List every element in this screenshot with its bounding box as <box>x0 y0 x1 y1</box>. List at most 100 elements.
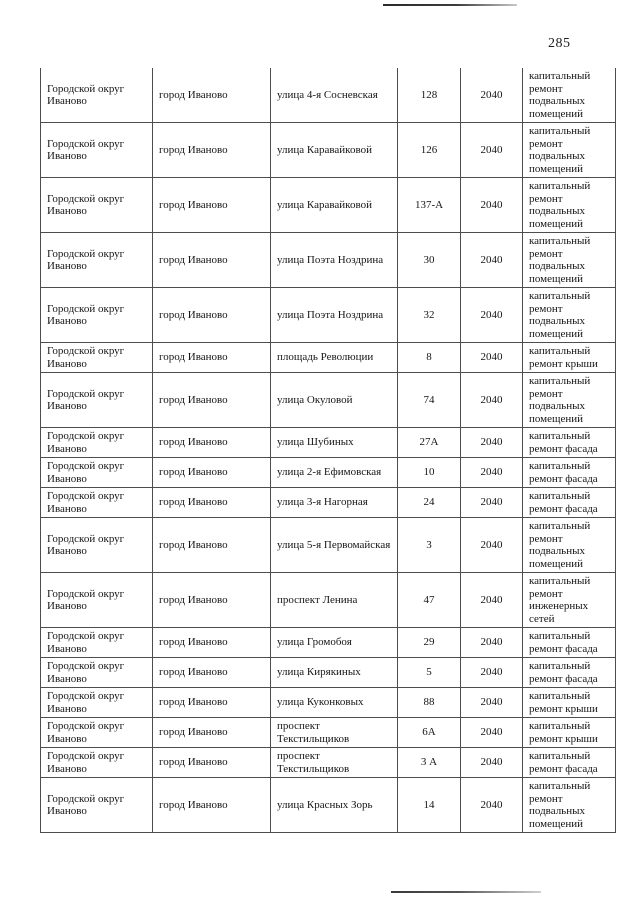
district-cell: Городской округ Иваново <box>40 372 153 428</box>
table-row: Городской округ Иваново город Иваново улиц… <box>40 427 616 458</box>
street-cell: улица Шубиных <box>270 427 398 458</box>
year-cell: 2040 <box>460 572 523 628</box>
district-cell: Городской округ Иваново <box>40 487 153 518</box>
house-cell: 88 <box>397 687 461 718</box>
table-row: Городской округ Иваново город Иваново улиц… <box>40 287 616 343</box>
year-cell: 2040 <box>460 487 523 518</box>
street-cell: улица Громобоя <box>270 627 398 658</box>
city-cell: город Иваново <box>152 342 271 373</box>
table-row: Городской округ Иваново город Иваново площ… <box>40 342 616 373</box>
street-cell: улица Поэта Ноздрина <box>270 287 398 343</box>
city-cell: город Иваново <box>152 372 271 428</box>
district-cell: Городской округ Иваново <box>40 232 153 288</box>
table-row: Городской округ Иваново город Иваново улиц… <box>40 687 616 718</box>
work-cell: капитальный ремонт подвальных помещений <box>522 177 616 233</box>
district-cell: Городской округ Иваново <box>40 627 153 658</box>
year-cell: 2040 <box>460 777 523 833</box>
house-cell: 3 <box>397 517 461 573</box>
work-cell: капитальный ремонт инженерных сетей <box>522 572 616 628</box>
scan-artifact-line-bottom <box>391 891 541 893</box>
city-cell: город Иваново <box>152 627 271 658</box>
table-row: Городской округ Иваново город Иваново улиц… <box>40 657 616 688</box>
city-cell: город Иваново <box>152 287 271 343</box>
repairs-table-body: Городской округ Иваново город Иваново улиц… <box>40 68 616 833</box>
table-row: Городской округ Иваново город Иваново улиц… <box>40 517 616 573</box>
house-cell: 32 <box>397 287 461 343</box>
street-cell: площадь Революции <box>270 342 398 373</box>
city-cell: город Иваново <box>152 487 271 518</box>
year-cell: 2040 <box>460 747 523 778</box>
district-cell: Городской округ Иваново <box>40 68 153 123</box>
repairs-table: Городской округ Иваново город Иваново улиц… <box>40 68 616 833</box>
work-cell: капитальный ремонт фасада <box>522 427 616 458</box>
street-cell: улица Поэта Ноздрина <box>270 232 398 288</box>
work-cell: капитальный ремонт фасада <box>522 657 616 688</box>
work-cell: капитальный ремонт крыши <box>522 687 616 718</box>
city-cell: город Иваново <box>152 657 271 688</box>
street-cell: улица Окуловой <box>270 372 398 428</box>
work-cell: капитальный ремонт подвальных помещений <box>522 232 616 288</box>
work-cell: капитальный ремонт фасада <box>522 747 616 778</box>
house-cell: 3 А <box>397 747 461 778</box>
year-cell: 2040 <box>460 122 523 178</box>
street-cell: улица Каравайковой <box>270 177 398 233</box>
city-cell: город Иваново <box>152 747 271 778</box>
house-cell: 14 <box>397 777 461 833</box>
street-cell: улица 5-я Первомайская <box>270 517 398 573</box>
district-cell: Городской округ Иваново <box>40 572 153 628</box>
year-cell: 2040 <box>460 627 523 658</box>
table-row: Городской округ Иваново город Иваново улиц… <box>40 232 616 288</box>
street-cell: улица 3-я Нагорная <box>270 487 398 518</box>
district-cell: Городской округ Иваново <box>40 687 153 718</box>
district-cell: Городской округ Иваново <box>40 342 153 373</box>
year-cell: 2040 <box>460 427 523 458</box>
house-cell: 5 <box>397 657 461 688</box>
year-cell: 2040 <box>460 287 523 343</box>
district-cell: Городской округ Иваново <box>40 287 153 343</box>
house-cell: 8 <box>397 342 461 373</box>
district-cell: Городской округ Иваново <box>40 122 153 178</box>
table-row: Городской округ Иваново город Иваново прос… <box>40 572 616 628</box>
city-cell: город Иваново <box>152 777 271 833</box>
work-cell: капитальный ремонт подвальных помещений <box>522 777 616 833</box>
table-row: Городской округ Иваново город Иваново улиц… <box>40 122 616 178</box>
house-cell: 126 <box>397 122 461 178</box>
work-cell: капитальный ремонт крыши <box>522 717 616 748</box>
city-cell: город Иваново <box>152 717 271 748</box>
scan-artifact-line-top <box>383 4 517 6</box>
street-cell: проспект Текстильщиков <box>270 717 398 748</box>
year-cell: 2040 <box>460 517 523 573</box>
city-cell: город Иваново <box>152 122 271 178</box>
house-cell: 29 <box>397 627 461 658</box>
table-row: Городской округ Иваново город Иваново улиц… <box>40 627 616 658</box>
table-row: Городской округ Иваново город Иваново улиц… <box>40 457 616 488</box>
year-cell: 2040 <box>460 657 523 688</box>
work-cell: капитальный ремонт фасада <box>522 487 616 518</box>
district-cell: Городской округ Иваново <box>40 747 153 778</box>
house-cell: 24 <box>397 487 461 518</box>
work-cell: капитальный ремонт подвальных помещений <box>522 287 616 343</box>
street-cell: улица Куконковых <box>270 687 398 718</box>
house-cell: 137-А <box>397 177 461 233</box>
house-cell: 74 <box>397 372 461 428</box>
city-cell: город Иваново <box>152 572 271 628</box>
city-cell: город Иваново <box>152 427 271 458</box>
district-cell: Городской округ Иваново <box>40 717 153 748</box>
city-cell: город Иваново <box>152 232 271 288</box>
work-cell: капитальный ремонт фасада <box>522 457 616 488</box>
street-cell: улица Красных Зорь <box>270 777 398 833</box>
district-cell: Городской округ Иваново <box>40 177 153 233</box>
year-cell: 2040 <box>460 232 523 288</box>
city-cell: город Иваново <box>152 687 271 718</box>
table-row: Городской округ Иваново город Иваново улиц… <box>40 177 616 233</box>
year-cell: 2040 <box>460 717 523 748</box>
house-cell: 47 <box>397 572 461 628</box>
house-cell: 10 <box>397 457 461 488</box>
district-cell: Городской округ Иваново <box>40 457 153 488</box>
city-cell: город Иваново <box>152 457 271 488</box>
city-cell: город Иваново <box>152 517 271 573</box>
table-row: Городской округ Иваново город Иваново прос… <box>40 747 616 778</box>
street-cell: улица 2-я Ефимовская <box>270 457 398 488</box>
district-cell: Городской округ Иваново <box>40 427 153 458</box>
